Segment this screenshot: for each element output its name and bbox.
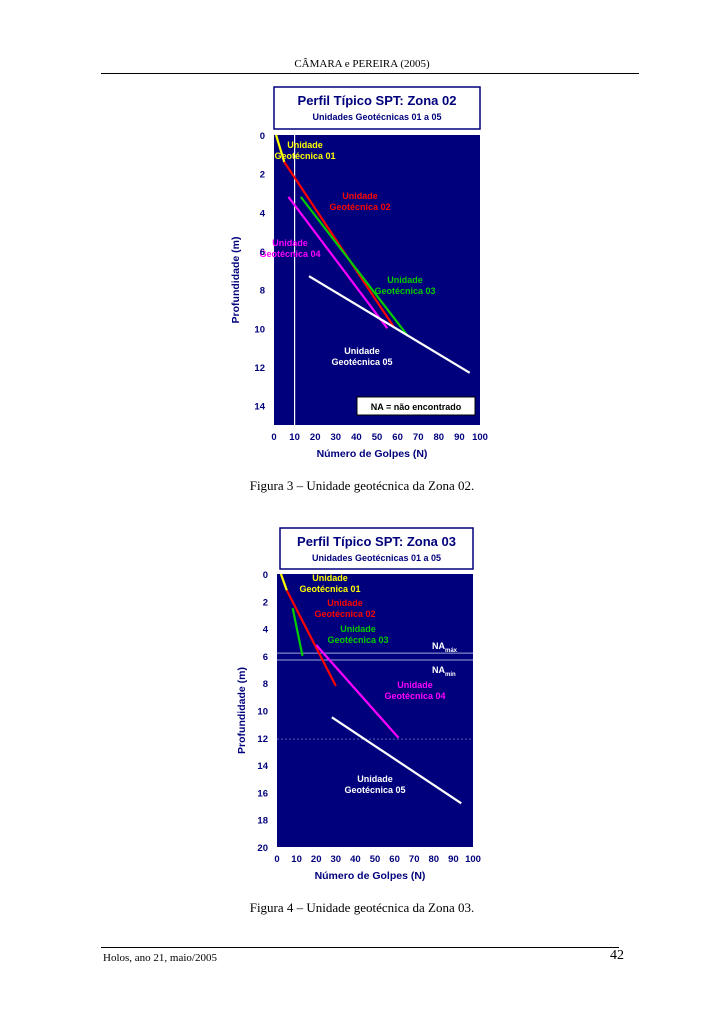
running-header: CÂMARA e PEREIRA (2005)	[294, 58, 430, 70]
fig3-y-tick-label: 12	[254, 363, 265, 374]
fig3-x-tick-label: 0	[271, 432, 276, 443]
fig3-series-line	[287, 196, 389, 329]
fig4-x-tick-label: 30	[331, 854, 342, 865]
fig4-water-level-subscript: mín	[445, 672, 456, 678]
fig3-series-label: Geotécnica 04	[259, 249, 320, 259]
fig4-y-tick-label: 20	[257, 843, 268, 854]
fig4-series-label: Geotécnica 03	[327, 635, 388, 645]
fig4-y-tick-label: 8	[263, 679, 268, 690]
fig4-series-label: Unidade	[357, 774, 393, 784]
fig3-annotation-box	[356, 396, 476, 416]
fig4-x-tick-label: 70	[409, 854, 420, 865]
fig4-x-tick-label: 10	[291, 854, 302, 865]
fig3-series-label: Geotécnica 05	[331, 357, 392, 367]
page-number: 42	[610, 948, 624, 963]
fig4-chart-title: Perfil Típico SPT: Zona 03	[297, 534, 456, 549]
fig4-y-axis-label: Profundidade (m)	[236, 667, 248, 754]
fig3-series-label: Unidade	[344, 346, 380, 356]
fig3-series-label: Geotécnica 01	[274, 151, 335, 161]
fig4-series-line	[291, 607, 304, 657]
fig4-series-line	[279, 573, 288, 591]
fig3-x-tick-label: 40	[351, 432, 362, 443]
fig3-series-label: Unidade	[387, 275, 423, 285]
footer-citation: Holos, ano 21, maio/2005	[103, 952, 217, 964]
fig3-y-tick-label: 2	[260, 170, 265, 181]
fig4-y-tick-label: 2	[263, 597, 268, 608]
fig3-chart-subtitle: Unidades Geotécnicas 01 a 05	[312, 112, 441, 122]
fig4-series-label: Unidade	[327, 598, 363, 608]
fig3-x-tick-label: 100	[472, 432, 488, 443]
fig3-series-label: Unidade	[287, 140, 323, 150]
header-rule	[101, 73, 639, 74]
fig4-y-tick-label: 12	[257, 734, 268, 745]
fig3-annotation-text: NA = não encontrado	[371, 402, 462, 412]
fig3-x-tick-label: 80	[434, 432, 445, 443]
fig3-x-tick-label: 70	[413, 432, 424, 443]
fig4-y-tick-label: 10	[257, 707, 268, 718]
fig4-series-line	[285, 589, 337, 687]
fig4-y-tick-label: 0	[263, 570, 268, 581]
fig3-series-label: Geotécnica 03	[374, 286, 435, 296]
fig4-x-tick-label: 20	[311, 854, 322, 865]
fig4-series-label: Unidade	[397, 680, 433, 690]
fig4-series-line	[315, 644, 400, 739]
fig4-series-line	[331, 716, 462, 805]
fig4-y-tick-label: 6	[263, 652, 268, 663]
fig4-series-label: Geotécnica 01	[299, 584, 360, 594]
fig3-series-label: Unidade	[272, 238, 308, 248]
fig4-chart-subtitle: Unidades Geotécnicas 01 a 05	[312, 553, 441, 563]
fig3-x-tick-label: 90	[454, 432, 465, 443]
fig3-y-tick-label: 8	[260, 286, 265, 297]
fig4-y-tick-label: 14	[257, 761, 268, 772]
fig4-x-tick-label: 40	[350, 854, 361, 865]
fig3-y-tick-label: 0	[260, 131, 265, 142]
figure-4-caption: Figura 4 – Unidade geotécnica da Zona 03…	[249, 900, 475, 915]
fig4-title-box	[279, 527, 474, 570]
fig4-x-tick-label: 0	[274, 854, 279, 865]
fig4-x-tick-label: 90	[448, 854, 459, 865]
fig4-y-tick-label: 16	[257, 788, 268, 799]
fig3-y-tick-label: 14	[254, 402, 265, 413]
fig3-plot-area	[274, 135, 480, 425]
fig3-series-label: Unidade	[342, 191, 378, 201]
fig4-series-label: Geotécnica 05	[344, 785, 405, 795]
fig4-series-label: Unidade	[312, 573, 348, 583]
fig3-x-tick-label: 10	[289, 432, 300, 443]
fig4-x-axis-label: Número de Golpes (N)	[315, 870, 426, 882]
fig4-series-label: Geotécnica 02	[314, 609, 375, 619]
fig4-y-tick-label: 18	[257, 816, 268, 827]
fig3-chart-title: Perfil Típico SPT: Zona 02	[298, 93, 457, 108]
fig4-water-level-subscript: máx	[445, 648, 458, 654]
fig4-series-label: Unidade	[340, 624, 376, 634]
fig4-x-tick-label: 60	[389, 854, 400, 865]
fig3-x-axis-label: Número de Golpes (N)	[317, 448, 428, 460]
fig3-series-line	[283, 161, 395, 328]
figure-3-caption: Figura 3 – Unidade geotécnica da Zona 02…	[249, 478, 475, 493]
fig3-x-tick-label: 20	[310, 432, 321, 443]
footer-rule	[101, 947, 619, 948]
fig4-x-tick-label: 50	[370, 854, 381, 865]
fig3-series-line	[308, 275, 471, 374]
fig4-x-tick-label: 80	[429, 854, 440, 865]
fig3-y-tick-label: 6	[260, 247, 265, 258]
fig3-series-label: Geotécnica 02	[329, 202, 390, 212]
fig3-y-axis-label: Profundidade (m)	[230, 237, 242, 324]
fig3-title-box	[273, 86, 481, 130]
fig3-x-tick-label: 60	[392, 432, 403, 443]
fig4-x-tick-label: 100	[465, 854, 481, 865]
fig3-y-tick-label: 10	[254, 324, 265, 335]
fig4-series-label: Geotécnica 04	[384, 691, 445, 701]
fig4-y-tick-label: 4	[263, 625, 269, 636]
fig3-x-tick-label: 30	[331, 432, 342, 443]
fig3-series-line	[299, 196, 409, 337]
fig3-y-tick-label: 4	[260, 208, 266, 219]
fig3-series-line	[275, 134, 286, 163]
fig3-x-tick-label: 50	[372, 432, 383, 443]
